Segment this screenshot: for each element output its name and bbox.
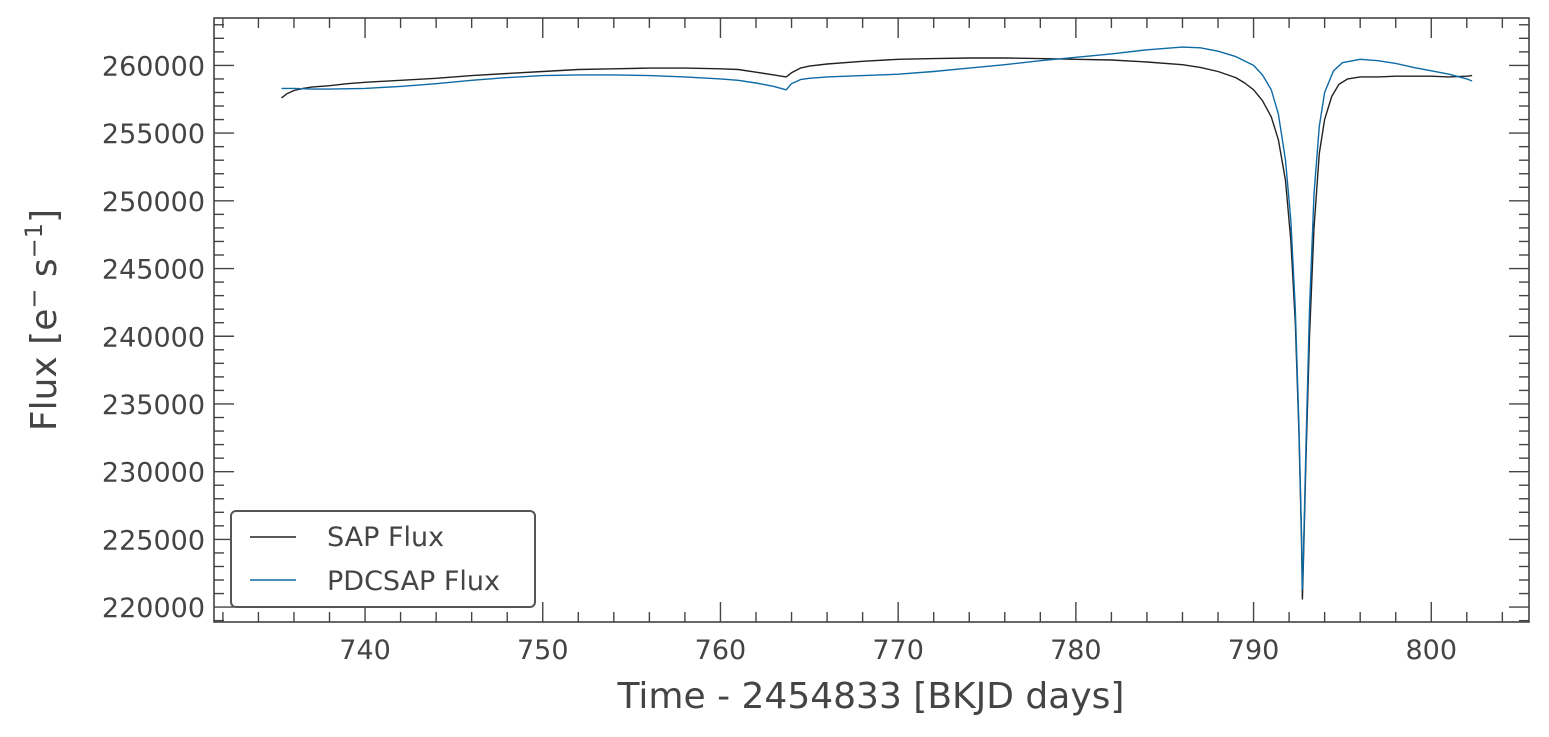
y-tick-label: 255000 bbox=[102, 119, 205, 150]
y-axis-label-end: ] bbox=[24, 209, 65, 223]
y-tick-label: 225000 bbox=[102, 525, 205, 556]
y-axis-label: Flux [e− s−1] bbox=[20, 209, 65, 431]
x-tick-label: 750 bbox=[517, 635, 569, 666]
x-tick-label: 740 bbox=[339, 635, 391, 666]
y-axis-label-mid: s bbox=[24, 258, 65, 288]
y-axis-label-sup1: − bbox=[20, 289, 48, 309]
legend-box bbox=[230, 510, 536, 608]
series-line-1 bbox=[281, 46, 1473, 591]
series-line-0 bbox=[281, 57, 1473, 600]
x-axis-label: Time - 2454833 [BKJD days] bbox=[617, 676, 1125, 717]
y-tick-label: 260000 bbox=[102, 51, 205, 82]
y-tick-label: 230000 bbox=[102, 458, 205, 489]
x-tick-label: 780 bbox=[1050, 635, 1102, 666]
x-tick-label: 770 bbox=[872, 635, 924, 666]
y-tick-label: 235000 bbox=[102, 390, 205, 421]
x-tick-labels: 740 750 760 770 780 790 800 bbox=[339, 635, 1457, 666]
legend: SAP Flux PDCSAP Flux bbox=[230, 510, 536, 608]
y-tick-label: 220000 bbox=[102, 593, 205, 624]
x-tick-label: 760 bbox=[695, 635, 747, 666]
series-layer bbox=[281, 46, 1473, 600]
y-tick-label: 245000 bbox=[102, 255, 205, 286]
legend-label-pdcsap: PDCSAP Flux bbox=[327, 566, 500, 597]
plot-frame bbox=[213, 17, 1530, 623]
y-axis-label-sup2: −1 bbox=[20, 223, 48, 258]
y-tick-labels: 220000 225000 230000 235000 240000 245000 2500… bbox=[102, 51, 205, 624]
ticks-layer bbox=[214, 18, 1529, 622]
legend-label-sap: SAP Flux bbox=[327, 522, 444, 553]
x-tick-label: 790 bbox=[1228, 635, 1280, 666]
y-tick-label: 240000 bbox=[102, 322, 205, 353]
y-axis-label-text: Flux [e bbox=[24, 309, 65, 431]
y-tick-label: 250000 bbox=[102, 187, 205, 218]
x-tick-label: 800 bbox=[1405, 635, 1457, 666]
